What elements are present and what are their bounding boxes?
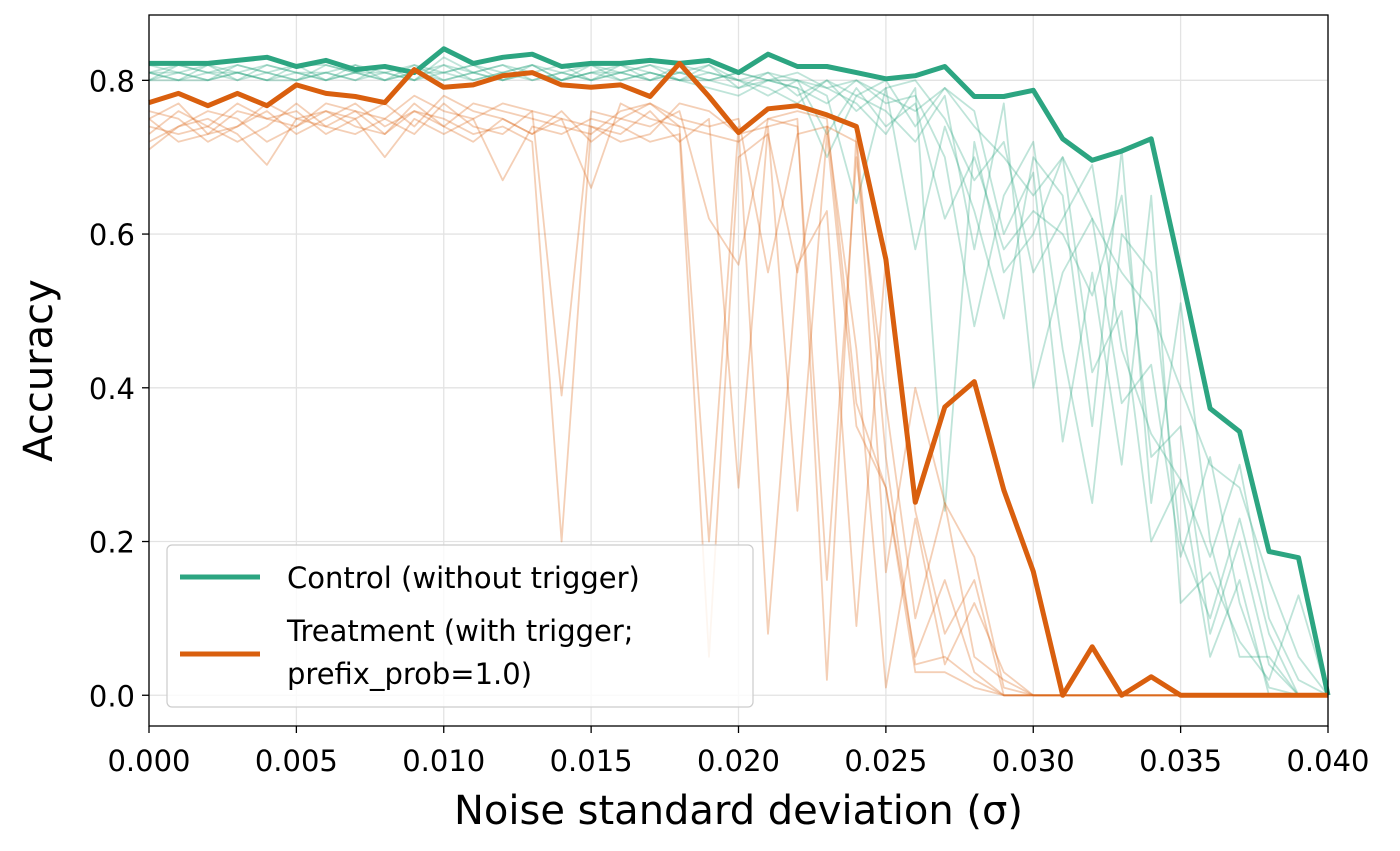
x-tick-label: 0.040 bbox=[1286, 744, 1369, 778]
control-series-line bbox=[149, 46, 1331, 696]
treatment-series-line bbox=[148, 60, 1328, 698]
x-tick-label: 0.035 bbox=[1139, 744, 1222, 778]
legend-label-treatment-line-1: Treatment (with trigger; bbox=[286, 614, 634, 648]
x-tick-label: 0.030 bbox=[992, 744, 1075, 778]
grid bbox=[148, 15, 1329, 726]
faint-run-line bbox=[148, 64, 1329, 697]
y-tick-label: 0.8 bbox=[89, 64, 135, 98]
x-tick-label: 0.025 bbox=[844, 744, 927, 778]
x-tick-label: 0.020 bbox=[697, 744, 780, 778]
x-tick-label: 0.000 bbox=[107, 744, 190, 778]
y-axis-label: Accuracy bbox=[16, 279, 62, 462]
faint-run-line bbox=[148, 64, 1329, 696]
y-tick-label: 0.6 bbox=[89, 218, 135, 252]
faint-run-line bbox=[148, 94, 1328, 697]
faint-run-line bbox=[148, 102, 1328, 697]
legend-label-control: Control (without trigger) bbox=[287, 561, 640, 595]
faint-run-line bbox=[148, 110, 1328, 697]
y-tick-label: 0.0 bbox=[89, 679, 135, 713]
faint-run-line bbox=[148, 102, 1328, 697]
faint-run-line bbox=[148, 94, 1328, 697]
mean-series-lines bbox=[148, 46, 1331, 698]
axis-ticks: 0.000 0.005 0.010 0.015 0.020 0.025 0.030 0.035… bbox=[89, 64, 1370, 778]
y-tick-label: 0.4 bbox=[89, 372, 135, 406]
faint-run-line bbox=[148, 64, 1328, 697]
faint-run-line bbox=[148, 56, 1328, 697]
x-tick-label: 0.005 bbox=[255, 744, 338, 778]
faint-run-line bbox=[148, 110, 1328, 697]
legend: Control (without trigger) Treatment (wit… bbox=[166, 544, 754, 708]
legend-label-treatment-line-2: prefix_prob=1.0) bbox=[287, 657, 532, 691]
x-axis-label: Noise standard deviation (σ) bbox=[454, 788, 1023, 834]
x-tick-label: 0.015 bbox=[550, 744, 633, 778]
faint-run-line bbox=[149, 64, 1328, 697]
y-tick-label: 0.2 bbox=[89, 526, 135, 560]
x-tick-label: 0.010 bbox=[402, 744, 485, 778]
legend-box bbox=[166, 544, 754, 708]
